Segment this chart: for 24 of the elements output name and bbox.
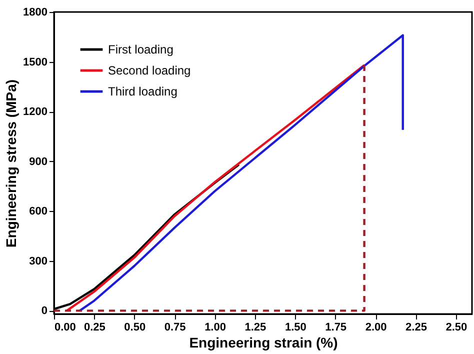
x-tick-label: 1.00 bbox=[204, 322, 226, 334]
x-tick-label: 0.50 bbox=[124, 322, 146, 334]
x-tick-label: 2.25 bbox=[406, 322, 427, 334]
y-tick-label: 0 bbox=[41, 305, 48, 318]
x-tick-label: 2.50 bbox=[446, 322, 468, 334]
x-tick-label: 1.75 bbox=[325, 322, 347, 334]
x-tick-label: 0.25 bbox=[84, 322, 106, 334]
x-tick-label: 2.00 bbox=[365, 322, 387, 334]
line-series bbox=[78, 34, 404, 312]
y-tick-label: 600 bbox=[29, 206, 48, 218]
x-tick-label: 0.00 bbox=[54, 322, 76, 334]
y-tick-label: 300 bbox=[29, 255, 48, 268]
x-axis-title: Engineering strain (%) bbox=[189, 334, 338, 350]
x-tick-label: 1.25 bbox=[244, 322, 266, 334]
x-tick-label: 0.75 bbox=[164, 322, 186, 334]
x-tick-label: 1.50 bbox=[284, 322, 306, 334]
y-tick-label: 900 bbox=[29, 156, 48, 168]
y-tick-label: 1800 bbox=[23, 6, 48, 18]
y-axis-title: Engineering stress (MPa) bbox=[3, 79, 20, 248]
legend-label: First loading bbox=[108, 42, 174, 56]
legend-label: Second loading bbox=[108, 64, 191, 78]
y-tick-label: 1200 bbox=[23, 106, 48, 118]
y-tick-label: 1500 bbox=[23, 56, 48, 68]
legend-label: Third loading bbox=[108, 84, 178, 98]
